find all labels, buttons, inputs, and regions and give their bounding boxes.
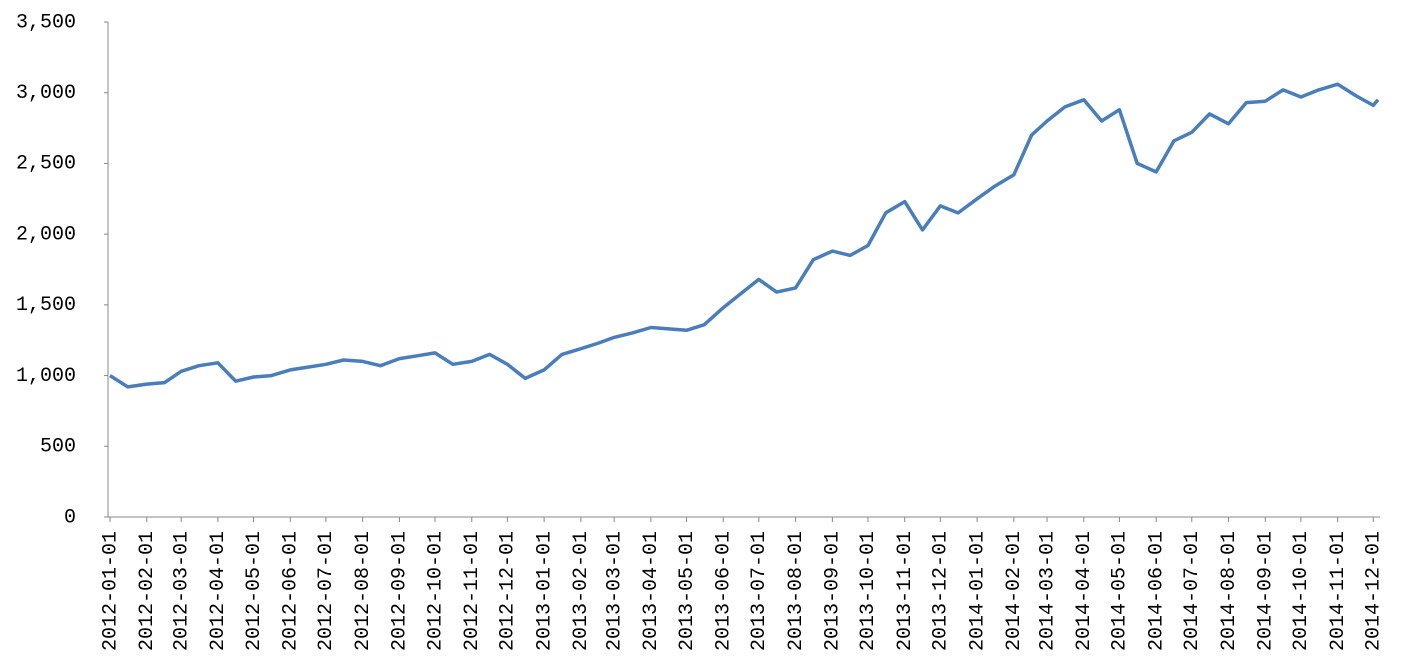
x-tick-label: 2014-03-01 (1036, 531, 1059, 651)
x-tick-label: 2013-11-01 (894, 531, 917, 651)
x-tick-label: 2014-07-01 (1181, 531, 1204, 651)
x-tick-label: 2013-12-01 (930, 531, 953, 651)
y-tick-label: 2,500 (16, 153, 76, 176)
y-tick-label: 0 (64, 506, 76, 529)
x-tick-label: 2012-05-01 (243, 531, 266, 651)
x-tick-label: 2012-02-01 (136, 531, 159, 651)
x-tick-label: 2014-05-01 (1109, 531, 1132, 651)
x-tick-label: 2013-06-01 (713, 531, 736, 651)
x-tick-label: 2012-06-01 (280, 531, 303, 651)
x-tick-label: 2013-04-01 (640, 531, 663, 651)
x-tick-label: 2013-08-01 (785, 531, 808, 651)
y-tick-label: 1,000 (16, 365, 76, 388)
x-tick-label: 2012-01-01 (99, 531, 122, 651)
x-tick-label: 2013-05-01 (676, 531, 699, 651)
x-tick-label: 2013-09-01 (822, 531, 845, 651)
x-tick-label: 2012-08-01 (352, 531, 375, 651)
y-tick-label: 2,000 (16, 223, 76, 246)
x-tick-label: 2014-08-01 (1218, 531, 1241, 651)
x-tick-label: 2014-09-01 (1255, 531, 1278, 651)
x-tick-label: 2014-06-01 (1145, 531, 1168, 651)
x-tick-label: 2014-11-01 (1327, 531, 1350, 651)
line-series (109, 82, 1380, 389)
y-tick-label: 500 (40, 436, 76, 459)
x-tick-label: 2013-10-01 (857, 531, 880, 651)
x-tick-label: 2012-11-01 (461, 531, 484, 651)
x-tick-label: 2012-07-01 (315, 531, 338, 651)
y-tick-label: 3,500 (16, 11, 76, 34)
x-tick-label: 2013-01-01 (533, 531, 556, 651)
x-tick-label: 2013-07-01 (748, 531, 771, 651)
x-tick-label: 2014-01-01 (966, 531, 989, 651)
x-tick-label: 2012-03-01 (170, 531, 193, 651)
y-tick-label: 1,500 (16, 294, 76, 317)
x-tick-label: 2012-04-01 (207, 531, 230, 651)
x-tick-label: 2012-09-01 (389, 531, 412, 651)
x-tick-label: 2013-03-01 (603, 531, 626, 651)
x-tick-label: 2013-02-01 (570, 531, 593, 651)
y-tick-label: 3,000 (16, 82, 76, 105)
x-tick-label: 2012-10-01 (424, 531, 447, 651)
x-tick-label: 2014-10-01 (1290, 531, 1313, 651)
x-tick-label: 2014-12-01 (1363, 531, 1386, 651)
x-tick-label: 2012-12-01 (497, 531, 520, 651)
x-tick-label: 2014-02-01 (1003, 531, 1026, 651)
x-tick-label: 2014-04-01 (1073, 531, 1096, 651)
